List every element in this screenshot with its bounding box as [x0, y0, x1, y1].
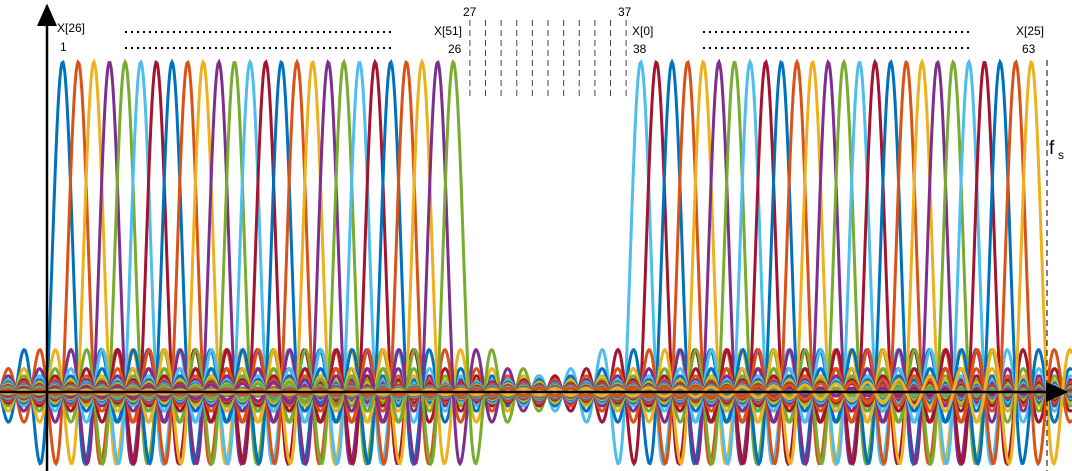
- subcarrier: [0, 59, 1072, 467]
- null-subcarrier-markers: [469, 20, 627, 98]
- label: 26: [448, 42, 462, 56]
- label: X[0]: [632, 24, 653, 38]
- fs-symbol: f: [1049, 138, 1055, 159]
- label: 63: [1022, 42, 1036, 56]
- label: X[25]: [1016, 24, 1044, 38]
- fs-subscript: s: [1058, 148, 1064, 162]
- label: 37: [618, 5, 632, 19]
- label: 1: [60, 40, 67, 54]
- subcarrier: [0, 59, 1072, 467]
- label: 27: [463, 5, 477, 19]
- subcarriers: [0, 58, 1072, 467]
- label: 38: [633, 42, 647, 56]
- label: X[26]: [57, 21, 85, 35]
- label: X[51]: [434, 24, 462, 38]
